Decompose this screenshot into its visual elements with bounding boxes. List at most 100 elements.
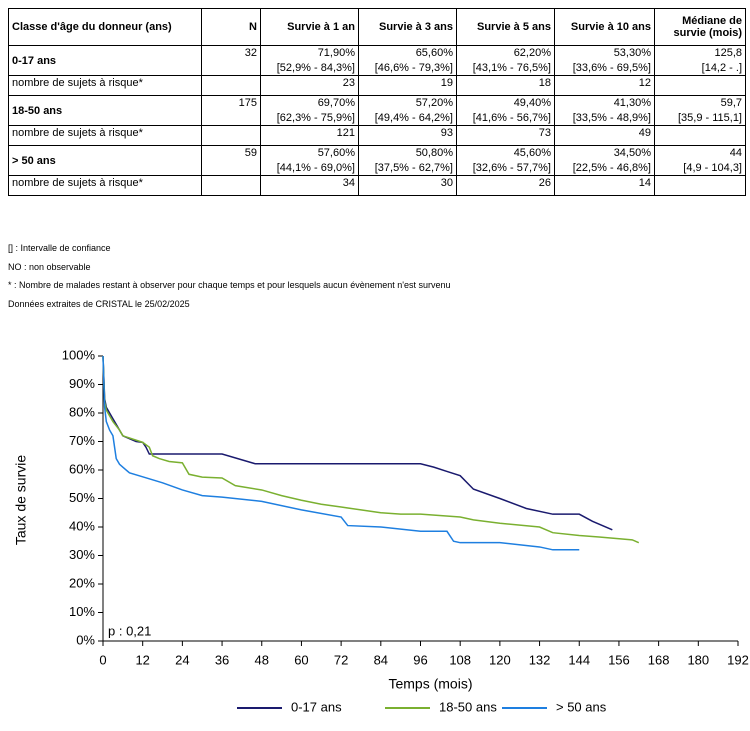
confidence-interval: [37,5% - 62,7%] bbox=[374, 162, 453, 174]
survival-cell: 71,90% [52,9% - 84,3%] bbox=[260, 45, 359, 76]
empty-cell bbox=[654, 75, 746, 96]
header-row: Classe d'âge du donneur (ans) N Survie à 1… bbox=[8, 8, 746, 46]
note: NO : non observable bbox=[8, 261, 91, 272]
risk-row: nombre de sujets à risque* 23 19 18 12 bbox=[8, 75, 746, 96]
survival-value: 57,20% bbox=[415, 97, 453, 109]
risk-count: 23 bbox=[260, 75, 359, 96]
legend-label: 0-17 ans bbox=[291, 699, 342, 714]
group-label: 18-50 ans bbox=[8, 95, 202, 126]
survival-cell: 125,8 [14,2 - .] bbox=[654, 45, 746, 76]
y-tick-label: 30% bbox=[69, 547, 95, 562]
confidence-interval: [35,9 - 115,1] bbox=[677, 112, 742, 124]
confidence-interval: [44,1% - 69,0%] bbox=[276, 162, 355, 174]
confidence-interval: [33,5% - 48,9%] bbox=[572, 112, 651, 124]
header-cell: N bbox=[201, 8, 261, 46]
risk-row: nombre de sujets à risque* 34 30 26 14 bbox=[8, 175, 746, 196]
x-tick-label: 168 bbox=[648, 652, 670, 667]
survival-value: 45,60% bbox=[513, 147, 551, 159]
risk-count: 30 bbox=[358, 175, 457, 196]
x-tick-label: 36 bbox=[215, 652, 229, 667]
group-row: > 50 ans 59 57,60% [44,1% - 69,0%] 50,80% [37… bbox=[8, 145, 746, 176]
note: [] : Intervalle de confiance bbox=[8, 243, 111, 253]
x-tick-label: 60 bbox=[294, 652, 308, 667]
risk-count: 18 bbox=[456, 75, 555, 96]
risk-count: 14 bbox=[554, 175, 655, 196]
confidence-interval: [4,9 - 104,3] bbox=[683, 162, 742, 174]
x-tick-label: 72 bbox=[334, 652, 348, 667]
empty-cell bbox=[201, 175, 261, 196]
notes: [] : Intervalle de confiance NO : non obs… bbox=[8, 243, 450, 317]
survival-value: 49,40% bbox=[513, 97, 551, 109]
survival-cell: 34,50% [22,5% - 46,8%] bbox=[554, 145, 655, 176]
header-cell: Médiane de survie (mois) bbox=[654, 8, 746, 46]
confidence-interval: [14,2 - .] bbox=[701, 62, 742, 74]
y-tick-label: 100% bbox=[62, 347, 96, 362]
risk-count: 73 bbox=[456, 125, 555, 146]
confidence-interval: [33,6% - 69,5%] bbox=[572, 62, 651, 74]
x-tick-label: 144 bbox=[568, 652, 590, 667]
y-tick-label: 0% bbox=[76, 632, 95, 647]
x-tick-label: 120 bbox=[489, 652, 511, 667]
x-tick-label: 156 bbox=[608, 652, 630, 667]
x-tick-label: 12 bbox=[135, 652, 149, 667]
survival-cell: 62,20% [43,1% - 76,5%] bbox=[456, 45, 555, 76]
survival-cell: 69,70% [62,3% - 75,9%] bbox=[260, 95, 359, 126]
y-tick-label: 90% bbox=[69, 376, 95, 391]
x-tick-label: 180 bbox=[687, 652, 709, 667]
risk-count: 12 bbox=[554, 75, 655, 96]
risk-count: 121 bbox=[260, 125, 359, 146]
confidence-interval: [49,4% - 64,2%] bbox=[374, 112, 453, 124]
group-label: 0-17 ans bbox=[8, 45, 202, 76]
risk-count: 93 bbox=[358, 125, 457, 146]
survival-cell: 59,7 [35,9 - 115,1] bbox=[654, 95, 746, 126]
x-tick-label: 108 bbox=[449, 652, 471, 667]
x-tick-label: 84 bbox=[374, 652, 388, 667]
risk-label: nombre de sujets à risque* bbox=[8, 75, 202, 96]
group-row: 18-50 ans 175 69,70% [62,3% - 75,9%] 57,20% [… bbox=[8, 95, 746, 126]
n-cell: 32 bbox=[201, 45, 261, 76]
survival-value: 34,50% bbox=[613, 147, 651, 159]
survival-cell: 50,80% [37,5% - 62,7%] bbox=[358, 145, 457, 176]
empty-cell bbox=[201, 75, 261, 96]
note: Données extraites de CRISTAL le 25/02/20… bbox=[8, 298, 190, 309]
header-cell: Survie à 5 ans bbox=[456, 8, 555, 46]
survival-cell: 41,30% [33,5% - 48,9%] bbox=[554, 95, 655, 126]
confidence-interval: [32,6% - 57,7%] bbox=[472, 162, 551, 174]
survival-cell: 49,40% [41,6% - 56,7%] bbox=[456, 95, 555, 126]
risk-row: nombre de sujets à risque* 121 93 73 49 bbox=[8, 125, 746, 146]
survival-value: 71,90% bbox=[317, 47, 355, 59]
survival-table: Classe d'âge du donneur (ans) N Survie à 1… bbox=[8, 8, 746, 196]
confidence-interval: [41,6% - 56,7%] bbox=[472, 112, 551, 124]
x-tick-label: 48 bbox=[255, 652, 269, 667]
empty-cell bbox=[654, 175, 746, 196]
x-tick-label: 132 bbox=[529, 652, 551, 667]
survival-value: 59,7 bbox=[720, 97, 742, 109]
survival-cell: 45,60% [32,6% - 57,7%] bbox=[456, 145, 555, 176]
header-cell: Survie à 10 ans bbox=[554, 8, 655, 46]
survival-value: 41,30% bbox=[613, 97, 651, 109]
y-tick-label: 40% bbox=[69, 518, 95, 533]
survival-value: 65,60% bbox=[415, 47, 453, 59]
risk-count: 49 bbox=[554, 125, 655, 146]
survival-cell: 65,60% [46,6% - 79,3%] bbox=[358, 45, 457, 76]
header-cell: Classe d'âge du donneur (ans) bbox=[8, 8, 202, 46]
x-tick-label: 24 bbox=[175, 652, 189, 667]
note: * : Nombre de malades restant à observer… bbox=[8, 280, 451, 290]
legend-label: > 50 ans bbox=[556, 699, 607, 714]
survival-curve bbox=[102, 355, 613, 531]
header-cell: Survie à 1 an bbox=[260, 8, 359, 46]
survival-value: 69,70% bbox=[317, 97, 355, 109]
survival-cell: 53,30% [33,6% - 69,5%] bbox=[554, 45, 655, 76]
risk-count: 26 bbox=[456, 175, 555, 196]
survival-value: 50,80% bbox=[415, 147, 453, 159]
legend-label: 18-50 ans bbox=[439, 699, 497, 714]
group-label: > 50 ans bbox=[8, 145, 202, 176]
survival-value: 125,8 bbox=[714, 47, 742, 59]
risk-label: nombre de sujets à risque* bbox=[8, 125, 202, 146]
y-tick-label: 70% bbox=[69, 433, 95, 448]
y-tick-label: 60% bbox=[69, 461, 95, 476]
survival-value: 57,60% bbox=[317, 147, 355, 159]
risk-count: 34 bbox=[260, 175, 359, 196]
y-tick-label: 20% bbox=[69, 575, 95, 590]
